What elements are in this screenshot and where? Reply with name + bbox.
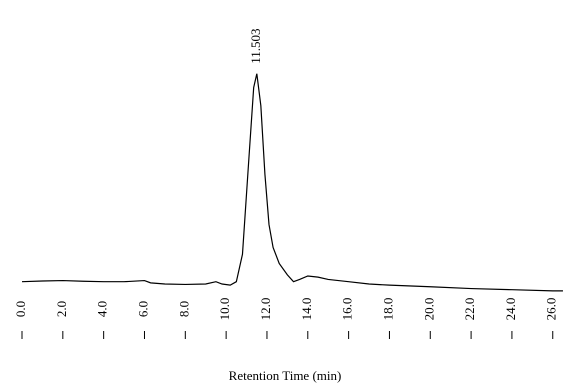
x-tick-label: 24.0 <box>503 298 518 321</box>
x-tick-label: 0.0 <box>13 301 28 317</box>
x-tick-label: 12.0 <box>258 298 273 321</box>
x-tick-label: 4.0 <box>95 301 110 317</box>
x-tick-label: 20.0 <box>421 298 436 321</box>
x-axis-title: Retention Time (min) <box>229 368 342 383</box>
peak-label: 11.503 <box>248 28 263 63</box>
x-tick-label: 26.0 <box>544 298 559 321</box>
x-tick-label: 6.0 <box>135 301 150 317</box>
x-tick-label: 10.0 <box>217 298 232 321</box>
chromatogram-line <box>21 73 563 292</box>
x-tick-label: 18.0 <box>380 298 395 321</box>
x-tick-label: 16.0 <box>340 298 355 321</box>
x-tick-label: 2.0 <box>54 301 69 317</box>
x-tick-label: 22.0 <box>462 298 477 321</box>
x-tick-label: 14.0 <box>299 298 314 321</box>
x-tick-label: 8.0 <box>176 301 191 317</box>
